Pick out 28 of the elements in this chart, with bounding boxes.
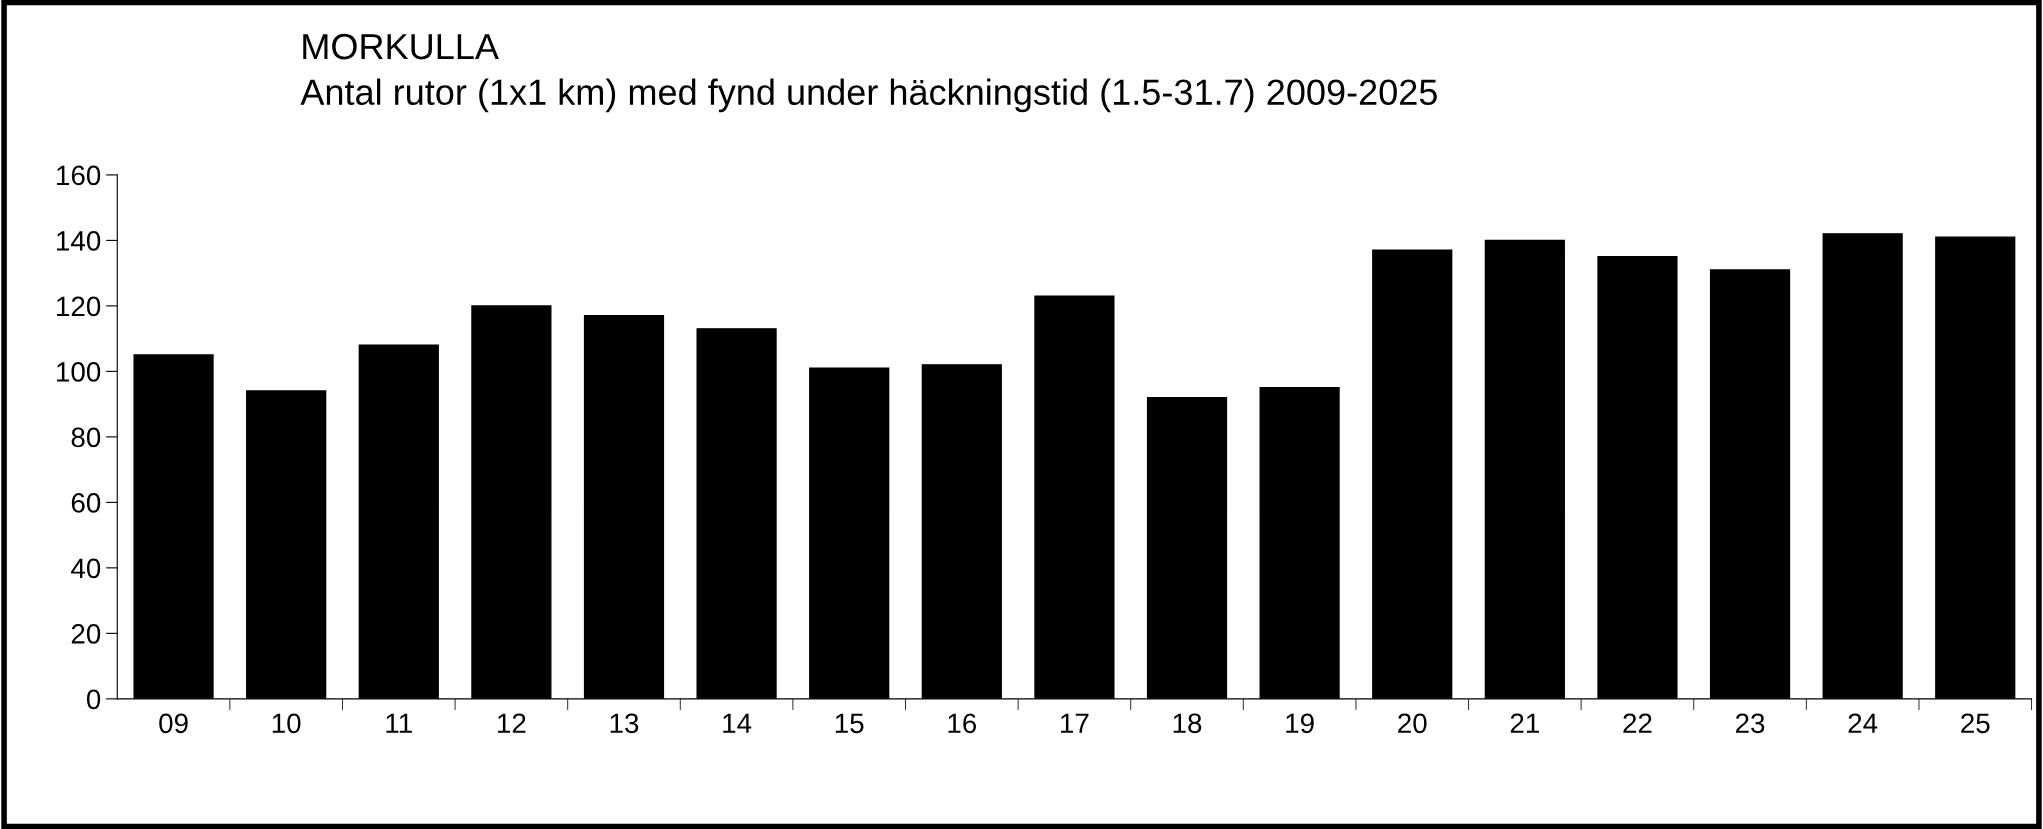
y-tick-label: 140 <box>57 231 101 251</box>
x-tick-label: 24 <box>1848 713 1878 733</box>
x-tick-label: 16 <box>948 713 977 734</box>
x-tick-label: 11 <box>386 713 412 733</box>
x-tick-label: 10 <box>272 713 301 734</box>
chart-subtitle: Antal rutor (1x1 km) med fynd under häckningstid (1.5-31.7) 2009-2025 <box>300 78 1437 113</box>
x-tick-label: 18 <box>1173 713 1202 734</box>
x-tick-label: 14 <box>723 713 752 733</box>
y-tick-label: 160 <box>57 165 101 186</box>
x-tick-label: 13 <box>610 713 639 734</box>
x-tick-label: 17 <box>1061 713 1089 733</box>
x-tick-label: 09 <box>159 713 188 734</box>
y-tick-label: 0 <box>86 689 101 710</box>
y-tick-label: 80 <box>71 427 101 448</box>
x-tick-label: 25 <box>1961 713 1990 734</box>
x-tick-label: 19 <box>1286 713 1314 734</box>
x-tick-label: 23 <box>1736 713 1765 734</box>
x-tick-label: 20 <box>1398 713 1427 734</box>
y-tick-label: 20 <box>71 624 101 644</box>
x-tick-label: 22 <box>1623 713 1652 733</box>
y-tick-label: 100 <box>57 362 101 382</box>
x-tick-label: 12 <box>498 713 526 733</box>
y-tick-label: 60 <box>71 493 101 513</box>
x-tick-label: 21 <box>1510 713 1539 733</box>
y-tick-label: 40 <box>71 558 101 579</box>
chart-title: MORKULLA <box>303 33 499 60</box>
x-tick-label: 15 <box>835 713 864 734</box>
y-tick-label: 120 <box>57 296 101 317</box>
